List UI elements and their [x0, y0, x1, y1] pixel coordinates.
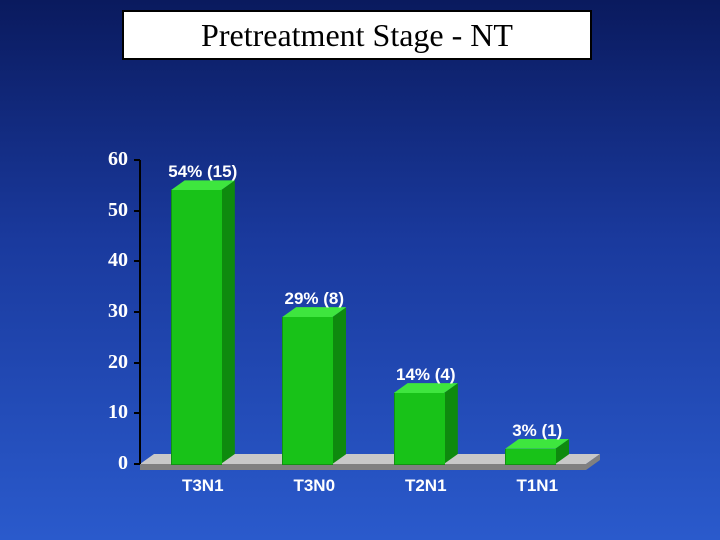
slide: Pretreatment Stage - NT 010203040506054%…	[0, 0, 720, 540]
bar-value-label: 29% (8)	[264, 289, 364, 309]
bar-value-label: 54% (15)	[153, 162, 253, 182]
bar-front	[505, 449, 556, 465]
bar-side	[221, 180, 235, 464]
bar-side	[444, 383, 458, 464]
bar-side	[332, 307, 346, 464]
x-category-label: T2N1	[376, 476, 476, 496]
x-category-label: T3N0	[264, 476, 364, 496]
x-category-label: T1N1	[487, 476, 587, 496]
bar-value-label: 14% (4)	[376, 365, 476, 385]
y-tick-label: 10	[90, 401, 128, 424]
chart-area: 010203040506054% (15)T3N129% (8)T3N014% …	[140, 160, 600, 470]
y-tick-label: 50	[90, 199, 128, 222]
title-text: Pretreatment Stage - NT	[201, 17, 513, 53]
bar-front	[282, 317, 333, 465]
y-tick-label: 0	[90, 452, 128, 475]
y-tick-label: 60	[90, 148, 128, 171]
title-box: Pretreatment Stage - NT	[122, 10, 592, 60]
y-tick-label: 30	[90, 300, 128, 323]
y-tick-label: 20	[90, 351, 128, 374]
x-category-label: T3N1	[153, 476, 253, 496]
bar-front	[171, 190, 222, 465]
bar-front	[394, 393, 445, 465]
y-tick-label: 40	[90, 249, 128, 272]
bar-value-label: 3% (1)	[487, 421, 587, 441]
